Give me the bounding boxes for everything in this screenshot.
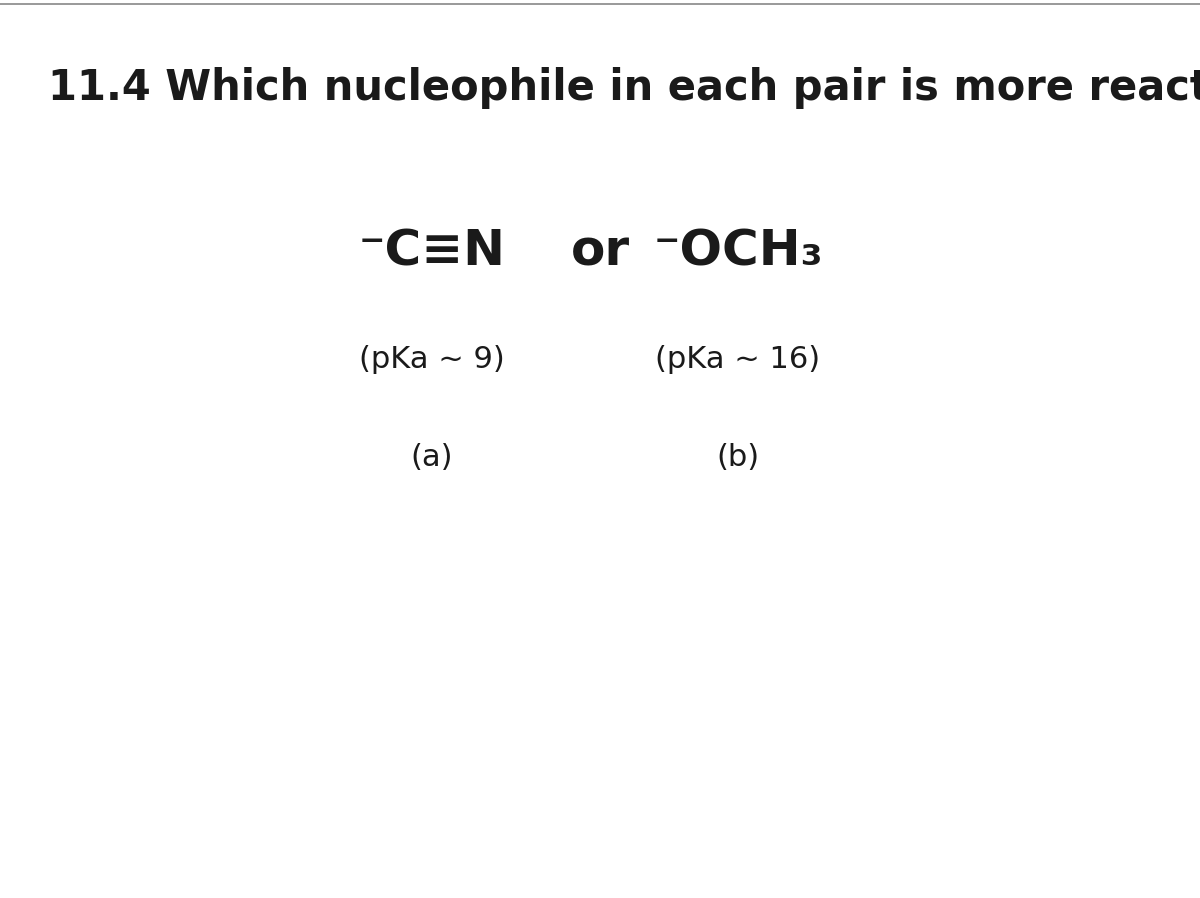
Text: 11.4 Which nucleophile in each pair is more reactive?: 11.4 Which nucleophile in each pair is m…	[48, 67, 1200, 110]
Text: (pKa ~ 9): (pKa ~ 9)	[359, 345, 505, 374]
Text: (b): (b)	[716, 444, 760, 472]
Text: ⁻OCH₃: ⁻OCH₃	[653, 227, 823, 276]
Text: (a): (a)	[410, 444, 454, 472]
Text: ⁻C≡N: ⁻C≡N	[359, 227, 505, 276]
Text: (pKa ~ 16): (pKa ~ 16)	[655, 345, 821, 374]
Text: or: or	[570, 227, 630, 276]
